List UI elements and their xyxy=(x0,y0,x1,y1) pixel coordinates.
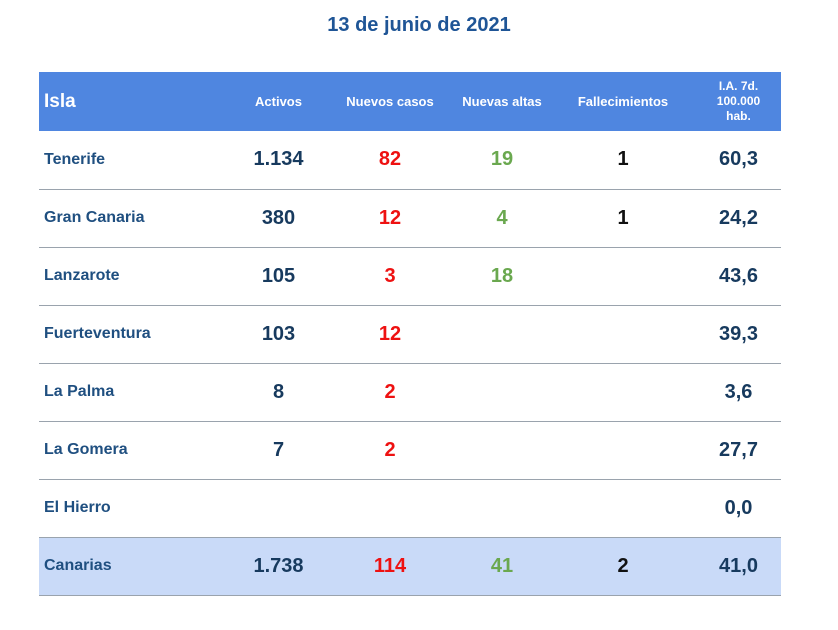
cell-isla: El Hierro xyxy=(44,499,111,516)
header-nuevos-casos: Nuevos casos xyxy=(346,94,434,109)
header-isla: Isla xyxy=(44,90,76,112)
header-nuevas-altas: Nuevas altas xyxy=(462,94,542,109)
cell-nuevos-casos: 3 xyxy=(384,264,396,287)
cell-fallecimientos xyxy=(550,421,696,479)
cell-nuevas-altas: 4 xyxy=(496,206,508,229)
cell-activos: 7 xyxy=(272,438,285,461)
header-ia-line2: 100.000 xyxy=(716,94,761,108)
cell-ia: 27,7 xyxy=(719,438,758,461)
cell-nuevos-casos: 12 xyxy=(378,322,402,345)
cell-isla: La Gomera xyxy=(44,441,128,458)
header-ia-line3: hab. xyxy=(726,109,751,123)
cell-ia: 24,2 xyxy=(719,206,758,229)
cell-activos: 105 xyxy=(261,264,296,287)
header-activos: Activos xyxy=(255,94,302,109)
cell-fallecimientos: 2 xyxy=(617,554,629,577)
cell-nuevas-altas: 19 xyxy=(490,148,514,171)
cell-isla: Canarias xyxy=(44,557,112,574)
page-title: 13 de junio de 2021 xyxy=(327,14,511,36)
cell-nuevos-casos: 114 xyxy=(373,554,407,577)
cell-isla: Gran Canaria xyxy=(44,209,145,226)
header-row: Isla Activos Nuevos casos Nuevas altas F… xyxy=(39,72,781,131)
table-row: La Palma 8 2 3,6 xyxy=(39,363,781,421)
cell-fallecimientos: 1 xyxy=(617,148,629,171)
cell-fallecimientos xyxy=(550,247,696,305)
cell-ia: 3,6 xyxy=(724,380,753,403)
table-row: Fuerteventura 103 12 39,3 xyxy=(39,305,781,363)
cell-nuevos-casos: 12 xyxy=(378,206,402,229)
cell-activos: 1.134 xyxy=(253,148,304,171)
cell-fallecimientos xyxy=(550,363,696,421)
cell-ia: 0,0 xyxy=(724,496,753,519)
cell-ia: 60,3 xyxy=(719,148,758,171)
header-ia-line1: I.A. 7d. xyxy=(718,79,759,93)
cell-nuevas-altas xyxy=(454,421,550,479)
header-fallecimientos: Fallecimientos xyxy=(577,94,669,109)
cell-nuevas-altas: 18 xyxy=(490,264,514,287)
table-row: La Gomera 7 2 27,7 xyxy=(39,421,781,479)
cell-nuevas-altas xyxy=(454,305,550,363)
table-row: Lanzarote 105 3 18 43,6 xyxy=(39,247,781,305)
cell-fallecimientos: 1 xyxy=(617,206,629,229)
cell-ia: 41,0 xyxy=(719,554,758,577)
cell-nuevas-altas xyxy=(454,363,550,421)
cell-ia: 43,6 xyxy=(719,264,758,287)
cell-isla: La Palma xyxy=(44,383,115,400)
table-row: El Hierro 0,0 xyxy=(39,479,781,537)
cell-fallecimientos xyxy=(550,479,696,537)
table-row: Gran Canaria 380 12 4 1 24,2 xyxy=(39,189,781,247)
cell-nuevas-altas xyxy=(454,479,550,537)
cell-nuevos-casos xyxy=(326,479,454,537)
cell-activos: 8 xyxy=(272,380,285,403)
cell-nuevos-casos: 82 xyxy=(378,148,402,171)
cell-activos: 1.738 xyxy=(253,554,304,577)
cell-nuevas-altas: 41 xyxy=(490,554,514,577)
cell-activos xyxy=(231,479,326,537)
cell-activos: 103 xyxy=(261,322,296,345)
cell-nuevos-casos: 2 xyxy=(384,380,396,403)
cell-isla: Fuerteventura xyxy=(44,325,151,342)
total-row: Canarias 1.738 114 41 2 41,0 xyxy=(39,537,781,595)
cell-ia: 39,3 xyxy=(719,322,758,345)
table-row: Tenerife 1.134 82 19 1 60,3 xyxy=(39,131,781,189)
header-ia: I.A. 7d. 100.000 hab. xyxy=(696,72,781,131)
cell-activos: 380 xyxy=(261,206,296,229)
cell-isla: Tenerife xyxy=(44,150,106,168)
cell-isla: Lanzarote xyxy=(44,267,120,284)
covid-island-table: Isla Activos Nuevos casos Nuevas altas F… xyxy=(39,72,781,596)
cell-fallecimientos xyxy=(550,305,696,363)
cell-nuevos-casos: 2 xyxy=(384,438,396,461)
